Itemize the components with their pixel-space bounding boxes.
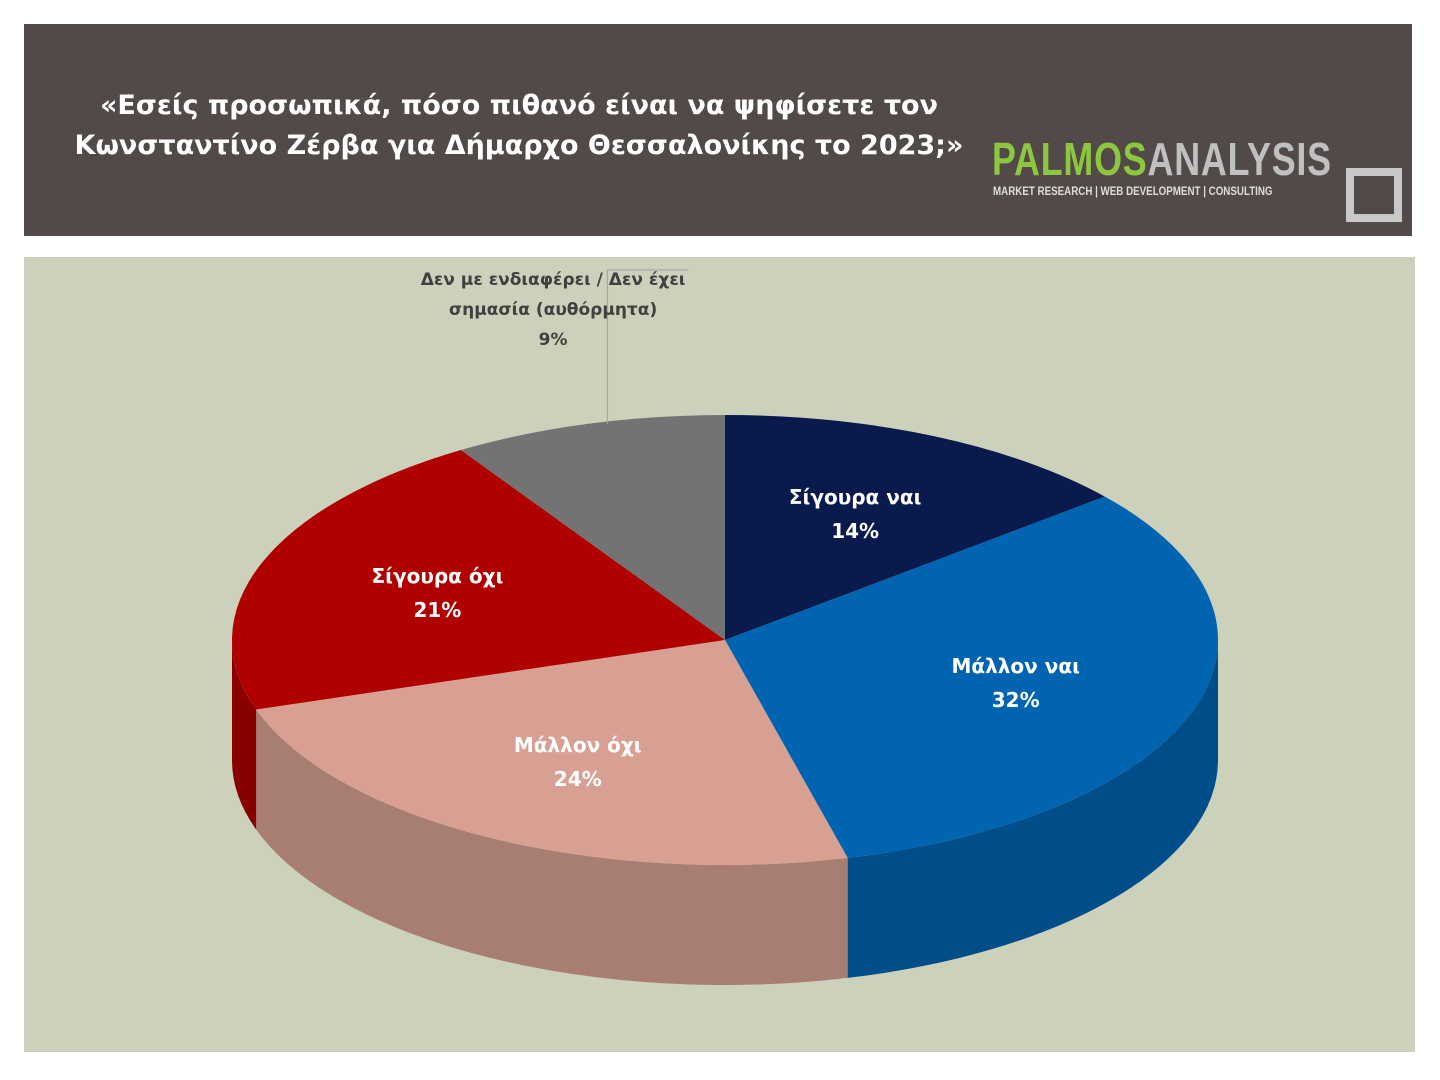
slice (725, 415, 1105, 640)
category-label: Μάλλον ναι (951, 654, 1080, 679)
category-label: Δεν με ενδιαφέρει / Δεν έχει σημασία (αυ… (420, 269, 686, 320)
slice-side (847, 640, 1218, 978)
title: «Εσείς προσωπικά, πόσο πιθανό είναι να ψ… (74, 90, 964, 161)
value-label: 32% (991, 688, 1040, 713)
logo: PALMOSANALYSIS MARKET RESEARCH | WEB DEV… (990, 132, 1402, 222)
slice (232, 450, 725, 710)
logo-secondary: ANALYSIS (1147, 133, 1332, 185)
data-label: Δεν με ενδιαφέρει / Δεν έχει σημασία (αυ… (413, 265, 693, 355)
slice (256, 640, 848, 865)
slice-side (232, 640, 257, 830)
category-label: Μάλλον όχι (513, 733, 642, 758)
data-label: Σίγουρα όχι 21% (372, 559, 504, 627)
logo-tagline: MARKET RESEARCH | WEB DEVELOPMENT | CONS… (993, 186, 1273, 198)
slice-side (256, 709, 848, 985)
logo-icon (1346, 168, 1402, 222)
slice (725, 496, 1218, 858)
value-label: 24% (553, 767, 602, 792)
category-label: Σίγουρα όχι (371, 563, 504, 588)
data-label: Μάλλον ναι 32% (951, 649, 1079, 717)
leader-line (606, 269, 689, 424)
header: «Εσείς προσωπικά, πόσο πιθανό είναι να ψ… (24, 24, 1412, 236)
logo-text: PALMOSANALYSIS (992, 132, 1332, 186)
value-label: 14% (831, 518, 880, 543)
value-label: 9% (538, 329, 568, 350)
slice (460, 415, 725, 640)
category-label: Σίγουρα ναι (788, 484, 922, 509)
logo-primary: PALMOS (992, 133, 1148, 185)
data-label: Σίγουρα ναι 14% (789, 480, 922, 548)
value-label: 21% (413, 597, 462, 622)
data-label: Μάλλον όχι 24% (514, 728, 642, 796)
